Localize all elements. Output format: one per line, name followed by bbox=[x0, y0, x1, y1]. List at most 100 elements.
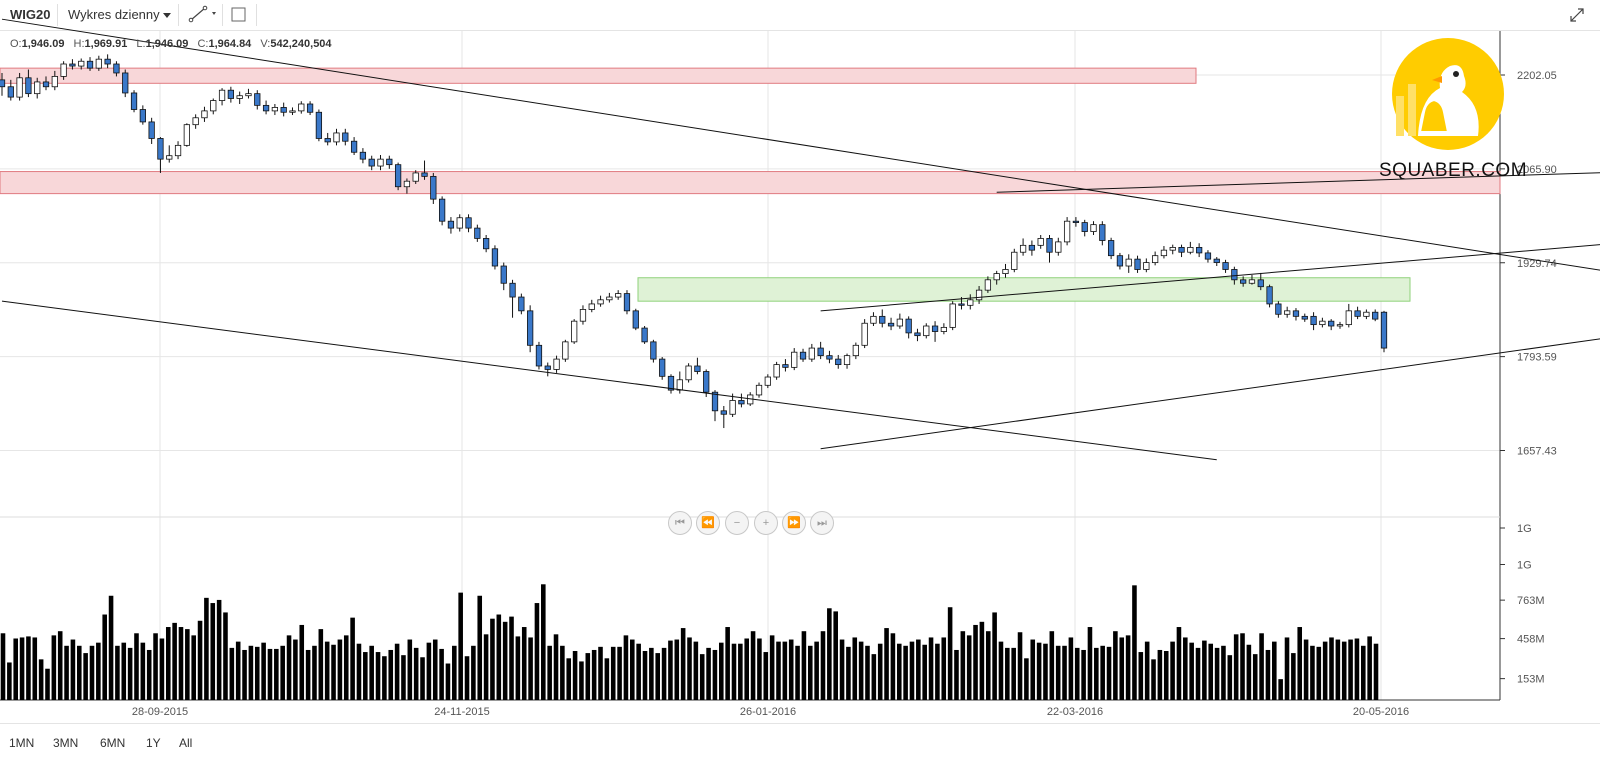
candle-bearish bbox=[1028, 244, 1036, 251]
volume-bar bbox=[731, 643, 737, 700]
candle-bearish bbox=[7, 86, 14, 98]
volume-bar bbox=[871, 654, 877, 700]
low-value: 1,946.09 bbox=[145, 38, 189, 50]
volume-bar bbox=[528, 637, 533, 700]
volume-bar bbox=[121, 642, 127, 700]
candle-bullish bbox=[1011, 251, 1018, 270]
candle-bullish bbox=[1319, 320, 1326, 326]
chart-toolbar: WIG20 Wykres dzienny bbox=[0, 0, 1600, 31]
volume-bar bbox=[699, 654, 705, 700]
volume-bar bbox=[401, 655, 406, 700]
candle-bullish bbox=[685, 365, 692, 381]
volume-bar bbox=[1163, 651, 1169, 700]
expand-arrows-icon[interactable] bbox=[1568, 6, 1586, 24]
candle-bearish bbox=[738, 400, 745, 405]
forward-icon[interactable]: ⏩ bbox=[782, 511, 806, 535]
ohlc-readout: O:1,946.09 H:1,969.91 L:1,946.09 C:1,964… bbox=[10, 38, 338, 50]
support-zone bbox=[637, 277, 1411, 302]
volume-bar bbox=[223, 612, 228, 700]
candle-bullish bbox=[1037, 238, 1044, 246]
candle-bearish bbox=[359, 151, 367, 160]
symbol-selector[interactable]: WIG20 bbox=[10, 7, 51, 22]
volume-bar bbox=[210, 603, 216, 700]
volume-bar bbox=[846, 646, 851, 700]
volume-bar bbox=[1189, 642, 1194, 700]
draw-shape-tool-button[interactable] bbox=[230, 0, 248, 30]
volume-bar bbox=[1265, 649, 1271, 700]
candle-bearish bbox=[694, 365, 701, 372]
range-all-button[interactable]: All bbox=[179, 736, 193, 750]
volume-bar bbox=[566, 658, 572, 700]
volume-bar bbox=[280, 645, 285, 700]
candle-bearish bbox=[659, 358, 666, 377]
trendline bbox=[1, 18, 1600, 271]
volume-bar bbox=[572, 651, 578, 700]
candle-bullish bbox=[579, 309, 587, 322]
candle-bearish bbox=[1204, 252, 1212, 260]
volume-bar bbox=[1303, 639, 1309, 700]
volume-bar bbox=[458, 592, 463, 700]
volume-bar bbox=[776, 641, 781, 700]
candle-bullish bbox=[95, 58, 102, 69]
price-volume-chart[interactable]: 2202.05 2065.90 1929.74 1793.59 1657.43 28-09… bbox=[0, 0, 1600, 723]
last-icon[interactable]: ⏭ bbox=[810, 511, 834, 535]
candle-bullish bbox=[16, 77, 23, 98]
volume-bar bbox=[445, 663, 451, 700]
volume-bar bbox=[439, 648, 444, 700]
volume-bar bbox=[1036, 642, 1042, 700]
volume-bar bbox=[267, 648, 273, 700]
volume-bar bbox=[274, 648, 279, 700]
volume-bar bbox=[801, 631, 807, 700]
candle-bearish bbox=[509, 282, 516, 298]
draw-line-tool-button[interactable] bbox=[188, 0, 220, 30]
line-tool-icon bbox=[188, 5, 216, 23]
volume-bar bbox=[1297, 627, 1303, 700]
volume-bar bbox=[502, 621, 508, 700]
candle-bearish bbox=[879, 315, 886, 324]
candle-bearish bbox=[394, 164, 402, 188]
range-3mn-button[interactable]: 3MN bbox=[53, 736, 79, 750]
volume-bar bbox=[45, 668, 50, 700]
candle-bearish bbox=[887, 322, 895, 327]
zoom-in-icon[interactable]: + bbox=[754, 511, 778, 535]
range-6mn-button[interactable]: 6MN bbox=[100, 736, 126, 750]
candle-bearish bbox=[342, 132, 349, 142]
candle-bearish bbox=[324, 138, 331, 143]
volume-bar bbox=[738, 643, 743, 700]
rewind-icon[interactable]: ⏪ bbox=[696, 511, 720, 535]
volume-bar bbox=[1081, 649, 1086, 700]
toolbar-divider bbox=[256, 4, 257, 26]
volume-bar bbox=[261, 642, 266, 700]
volume-bar bbox=[57, 631, 63, 700]
candle-bullish bbox=[192, 117, 199, 126]
volume-bar bbox=[617, 646, 622, 700]
range-1mn-button[interactable]: 1MN bbox=[9, 736, 35, 750]
volume-bar bbox=[178, 627, 184, 700]
volume-bar bbox=[1252, 654, 1258, 700]
volume-bar bbox=[630, 639, 635, 700]
volume-bar bbox=[254, 646, 260, 700]
price-tick-label: 2202.05 bbox=[1517, 70, 1557, 82]
chevron-down-icon bbox=[162, 13, 171, 19]
candle-bearish bbox=[623, 293, 631, 312]
candle-bullish bbox=[571, 320, 578, 343]
candle-bullish bbox=[78, 60, 85, 67]
volume-bar bbox=[191, 635, 196, 700]
period-dropdown[interactable]: Wykres dzienny bbox=[68, 0, 171, 30]
volume-bar bbox=[1322, 641, 1328, 700]
volume-bar bbox=[13, 638, 19, 700]
zoom-out-icon[interactable]: − bbox=[725, 511, 749, 535]
candle-bullish bbox=[298, 103, 305, 112]
volume-bar bbox=[623, 635, 629, 700]
candle-bearish bbox=[122, 72, 129, 94]
volume-bar bbox=[471, 645, 476, 700]
range-1y-button[interactable]: 1Y bbox=[146, 736, 161, 750]
volume-bar bbox=[649, 647, 654, 700]
volume-bar bbox=[1068, 637, 1074, 700]
volume-bar bbox=[1208, 643, 1214, 700]
volume-bar bbox=[712, 649, 718, 700]
volume-bar bbox=[833, 611, 838, 700]
volume-bar bbox=[896, 643, 902, 700]
volume-bar bbox=[1240, 633, 1245, 700]
first-icon[interactable]: ⏮ bbox=[668, 511, 692, 535]
